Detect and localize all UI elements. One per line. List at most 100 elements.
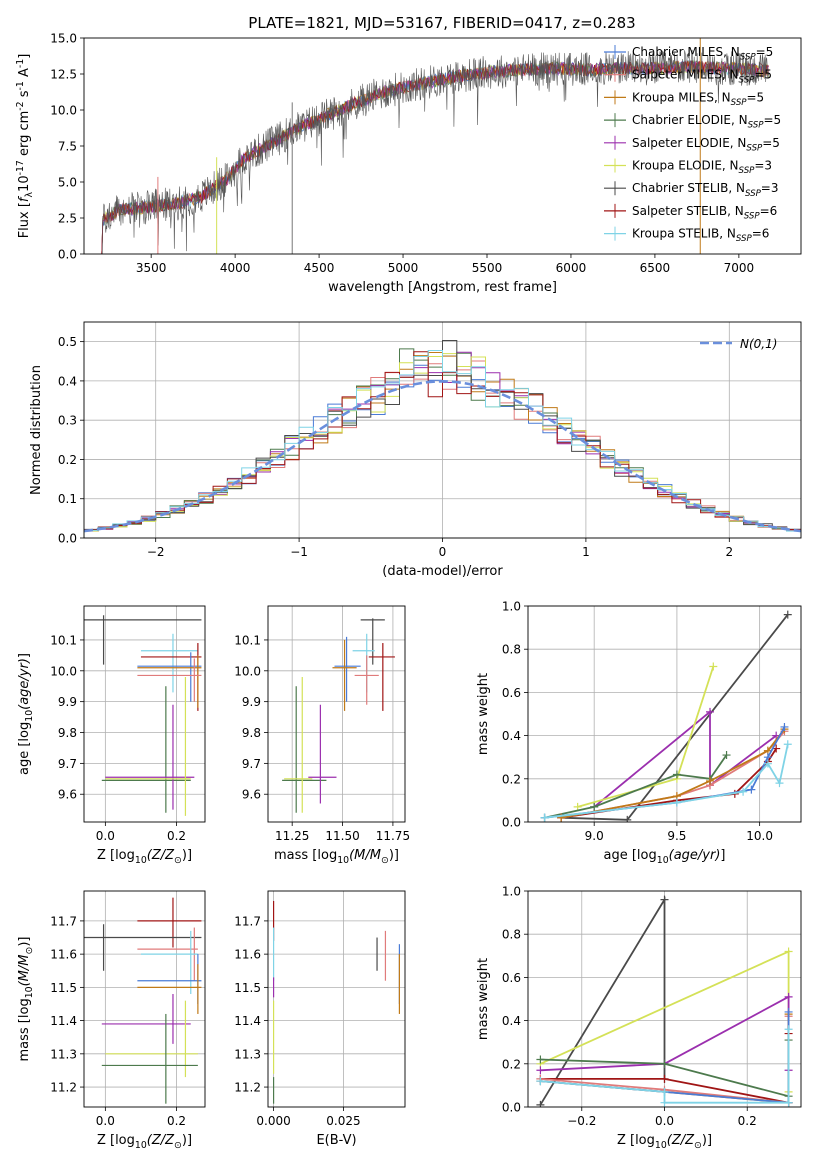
spectrum-frame: [83, 37, 802, 255]
weight-vs-age-xtick-label-1: 9.5: [667, 829, 686, 843]
residuals-ytick-label-1: 0.1: [58, 492, 77, 506]
mass-vs-ebv-xtick-label-1: 0.025: [326, 1114, 360, 1128]
age-vs-z-ytick-label-2: 9.8: [58, 726, 77, 740]
age-vs-z-ytick-label-5: 10.1: [50, 633, 77, 647]
residuals-ytick-label-5: 0.5: [58, 335, 77, 349]
age-vs-mass-xtick-label-0: 11.25: [275, 829, 309, 843]
weight-vs-z-marker-4-1: [660, 1074, 669, 1083]
weight-vs-age-ytick-label-5: 1.0: [502, 600, 521, 614]
spectrum-ytick-label-0: 0.0: [58, 248, 77, 262]
weight-vs-age-xlabel: age [log10(age/yr)]: [604, 848, 726, 866]
mass-vs-ebv-xtick-label-0: 0.000: [256, 1114, 290, 1128]
mass-vs-z-xtick-label-0: 0.0: [96, 1114, 115, 1128]
weight-vs-age-marker-0-2: [783, 610, 792, 619]
spectrum-ytick-label-3: 7.5: [58, 140, 77, 154]
plot-layer: 3500 4000 4500 5000 5500 6000 6500 7000 0.0 2.5 5.…: [15, 32, 802, 1151]
residuals-xlabel: (data-model)/error: [382, 564, 503, 579]
spectrum-xtick-label-0: 3500: [136, 261, 167, 275]
weight-vs-z-ytick-label-4: 0.8: [502, 928, 521, 942]
age-vs-z-frame: [83, 605, 206, 823]
weight-vs-age-ytick-label-3: 0.6: [502, 686, 521, 700]
legend-label-0: Chabrier MILES, NSSP=5: [632, 45, 773, 63]
residuals-axes: −2 −1 0 1 2 0.0 0.1 0.2 0.3 0.4 0.5 (data-model)/er…: [29, 321, 802, 579]
residuals-ytick-label-2: 0.2: [58, 453, 77, 467]
figure-title: PLATE=1821, MJD=53167, FIBERID=0417, z=0…: [248, 14, 635, 32]
weight-vs-z-marker-3-0: [536, 1055, 545, 1064]
weight-vs-age-marker-7-4: [780, 722, 789, 731]
weight-vs-age-ytick-label-0: 0.0: [502, 816, 521, 830]
weight-vs-age-axes: 9.0 9.5 10.0 0.0 0.2 0.4 0.6 0.8 1.0 age [log10(a…: [476, 600, 802, 866]
age-vs-mass-ytick-label-1: 9.7: [242, 757, 261, 771]
age-vs-z-xtick-label-1: 0.2: [167, 829, 186, 843]
weight-vs-z-ytick-label-3: 0.6: [502, 971, 521, 985]
residuals-xtick-label-3: 1: [582, 545, 590, 559]
weight-vs-z-xtick-label-1: 0.0: [655, 1114, 674, 1128]
age-vs-mass-ytick-label-0: 9.6: [242, 788, 261, 802]
legend-label-6: Chabrier STELIB, NSSP=3: [632, 181, 779, 199]
age-vs-z-ytick-label-1: 9.7: [58, 757, 77, 771]
spectrum-ytick-label-4: 10.0: [50, 104, 77, 118]
weight-vs-z-marker-8-3: [784, 1098, 793, 1107]
weight-vs-age-marker-8-2: [739, 787, 748, 796]
weight-vs-age-marker-6-2: [706, 776, 714, 785]
weight-vs-age-marker-0-1: [623, 815, 632, 822]
residuals-gaussian: [84, 379, 801, 533]
weight-vs-z-ytick-label-2: 0.4: [502, 1014, 521, 1028]
age-vs-z-ytick-label-4: 10.0: [50, 664, 77, 678]
legend-label-7: Salpeter STELIB, NSSP=6: [632, 204, 777, 222]
mass-vs-z-xtick-label-1: 0.2: [167, 1114, 186, 1128]
weight-vs-z-frame: [527, 890, 802, 1108]
spectrum-xlabel: wavelength [Angstrom, rest frame]: [328, 280, 557, 295]
mass-vs-z-ytick-label-5: 11.7: [50, 914, 77, 928]
weight-vs-age-marker-3-4: [722, 751, 731, 760]
mass-vs-z-ytick-label-2: 11.4: [50, 1014, 77, 1028]
weight-vs-z-xtick-label-2: 0.2: [738, 1114, 757, 1128]
spectrum-xtick-label-1: 4000: [220, 261, 251, 275]
spectrum-data: [100, 49, 769, 254]
spectrum-ytick-label-5: 12.5: [50, 68, 77, 82]
spectrum-ytick-label-1: 2.5: [58, 212, 77, 226]
mass-vs-z-ytick-label-1: 11.3: [50, 1047, 77, 1061]
residuals-hist-8: [84, 350, 801, 538]
mass-vs-ebv-frame: [267, 890, 406, 1108]
mass-vs-ebv-xlabel: E(B-V): [316, 1133, 356, 1148]
residuals-ytick-label-0: 0.0: [58, 532, 77, 546]
residuals-xtick-label-4: 2: [725, 545, 733, 559]
weight-vs-age-marker-8-4: [775, 779, 784, 788]
spectrum-xtick-label-4: 5500: [472, 261, 503, 275]
residuals-plot-area: [84, 340, 801, 538]
mass-vs-ebv-ytick-label-5: 11.7: [234, 914, 261, 928]
residuals-xtick-label-0: −2: [147, 545, 165, 559]
weight-vs-z-marker-8-1: [660, 1087, 669, 1096]
mass-vs-ebv-axes: 0.000 0.025 11.2 11.3 11.4 11.5 11.6 11.7 E(B-V): [234, 890, 406, 1148]
spectrum-ylabel: Flux [fλ10-17 erg cm-2 s-1 A-1]: [15, 54, 35, 239]
weight-vs-z-marker-0-1: [660, 895, 669, 904]
residuals-ylabel: Normed distribution: [29, 365, 44, 495]
weight-vs-age-marker-8-0: [540, 813, 549, 822]
weight-vs-z-marker-1-1: [784, 947, 793, 956]
weight-vs-z-marker-8-2: [660, 1098, 669, 1107]
spectrum-ytick-label-6: 15.0: [50, 32, 77, 46]
weight-vs-age-marker-2-0: [573, 802, 582, 811]
weight-vs-age-marker-8-1: [672, 798, 681, 807]
legend-label-8: Kroupa STELIB, NSSP=6: [632, 227, 769, 245]
weight-vs-z-xlabel: Z [log10(Z/Z⊙)]: [617, 1133, 712, 1151]
weight-vs-age-series-1: [593, 709, 777, 808]
spectrum-xtick-label-2: 4500: [304, 261, 335, 275]
mass-vs-z-xlabel: Z [log10(Z/Z⊙)]: [97, 1133, 192, 1151]
weight-vs-age-marker-1-1: [706, 707, 714, 716]
age-vs-z-ytick-label-0: 9.6: [58, 788, 77, 802]
mass-vs-ebv-ytick-label-4: 11.6: [234, 948, 261, 962]
mass-vs-ebv-ytick-label-0: 11.2: [234, 1081, 261, 1095]
weight-vs-age-marker-3-1: [590, 802, 599, 811]
age-vs-mass-xtick-label-1: 11.50: [325, 829, 359, 843]
weight-vs-z-ytick-label-0: 0.0: [502, 1101, 521, 1115]
weight-vs-age-plot-area: [540, 610, 792, 822]
age-vs-mass-ytick-label-3: 9.9: [242, 695, 261, 709]
age-vs-mass-xtick-label-2: 11.75: [376, 829, 410, 843]
mass-vs-ebv-ytick-label-2: 11.4: [234, 1014, 261, 1028]
spectrum-ytick-label-2: 5.0: [58, 176, 77, 190]
legend-label-4: Salpeter ELODIE, NSSP=5: [632, 136, 780, 154]
spectrum-xtick-label-7: 7000: [724, 261, 755, 275]
weight-vs-age-frame: [527, 605, 802, 823]
